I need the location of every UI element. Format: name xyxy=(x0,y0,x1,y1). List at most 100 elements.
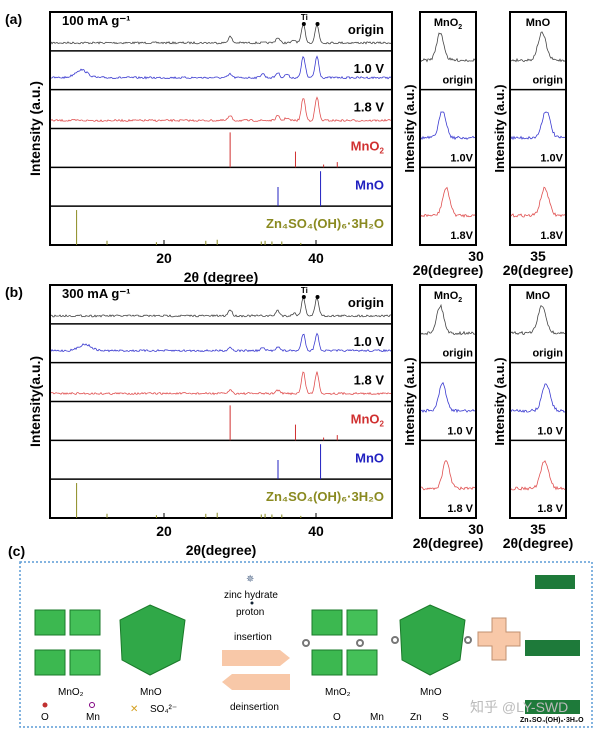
detail-trace-v10s xyxy=(420,111,476,141)
y-axis-label: Intensity(a.u.) xyxy=(27,356,43,447)
proton-icon xyxy=(250,601,254,605)
y-axis-label: Intensity (a.u.) xyxy=(27,81,43,176)
detail-trace-v18s xyxy=(420,186,476,218)
ref-label-mno: MnO xyxy=(355,177,384,192)
x-tick-label: 35 xyxy=(530,248,546,264)
ti-annotation: Ti xyxy=(301,286,308,295)
trace-v18 xyxy=(50,371,392,396)
ti-marker-icon xyxy=(301,295,306,299)
detail-frame xyxy=(419,11,477,246)
mno2-caption: MnO₂ xyxy=(58,687,84,698)
mno-caption-2: MnO xyxy=(420,687,442,698)
panel-a: (a) 100 mA g⁻¹ origin 1.0 V 1.8 V Ti MnO2 MnO Zn… xyxy=(5,11,573,285)
y-axis-label: Intensity (a.u.) xyxy=(492,84,507,172)
series-label-origin: origin xyxy=(348,22,384,37)
current-density-label: 100 mA g⁻¹ xyxy=(62,13,131,28)
ref-label-mno: MnO xyxy=(355,450,384,465)
detail-series-label: 1.8V xyxy=(540,230,563,242)
plus-icon xyxy=(477,617,521,661)
mno-crystal-left xyxy=(119,604,186,676)
legend-o: O xyxy=(41,712,49,723)
x-tick-label: 40 xyxy=(308,250,324,266)
x-axis-label: 2θ(degree) xyxy=(186,542,257,558)
panel-label: (b) xyxy=(5,284,23,300)
panel-c: (c) MnO₂ MnO O Mn ✕ SO₄²⁻ ✵ zinc hydrate… xyxy=(8,543,593,728)
detail-series-label: 1.8 V xyxy=(537,503,563,515)
ref-label-zn: Zn₄SO₄(OH)₆·3H₂O xyxy=(266,216,384,231)
x-axis-label: 2θ(degree) xyxy=(503,535,574,551)
y-axis-label: Intensity (a.u.) xyxy=(402,84,417,172)
detail-series-label: origin xyxy=(532,75,563,87)
detail-title: MnO2 xyxy=(434,17,462,31)
legend-mn: Mn xyxy=(86,712,100,723)
detail-trace-origin xyxy=(420,32,476,63)
x-axis-label: 2θ(degree) xyxy=(503,262,574,278)
mno2-crystal-left xyxy=(34,609,101,676)
y-axis-label: Intensity (a.u.) xyxy=(492,357,507,445)
detail-frame xyxy=(509,284,567,519)
deinsertion-label: deinsertion xyxy=(230,702,279,713)
proton-label: proton xyxy=(236,607,264,618)
detail-trace-origin xyxy=(510,31,566,63)
zinc-hydrate-icon: ✵ xyxy=(246,574,254,585)
trace-v10 xyxy=(50,55,392,80)
detail-frame xyxy=(509,11,567,246)
product-caption: Zn₄SO₄(OH)₆·3H₂O xyxy=(520,717,584,724)
detail-series-label: 1.0 V xyxy=(537,425,563,437)
legend-mn-2: Mn xyxy=(370,712,384,723)
detail-series-label: origin xyxy=(442,75,473,87)
legend-o-2: O xyxy=(333,712,341,723)
detail-title: MnO xyxy=(526,17,551,29)
detail-series-label: origin xyxy=(442,348,473,360)
ref-label-mno2: MnO2 xyxy=(351,412,385,429)
detail-trace-v10 xyxy=(510,383,566,414)
detail-trace-v18s xyxy=(510,186,566,218)
trace-v10 xyxy=(50,332,392,353)
mno-crystal-inserted xyxy=(391,604,472,676)
ti-annotation: Ti xyxy=(301,13,308,22)
x-axis-label: 2θ(degree) xyxy=(413,262,484,278)
detail-trace-origin xyxy=(510,304,566,336)
detail-trace-v18 xyxy=(420,460,476,491)
watermark: 知乎 @LY-SWD xyxy=(470,699,568,715)
o-atom-icon xyxy=(42,702,48,708)
legend-so4: SO₄²⁻ xyxy=(150,704,177,715)
so4-icon: ✕ xyxy=(130,704,138,715)
trace-origin xyxy=(50,24,392,45)
detail-series-label: 1.0V xyxy=(540,152,563,164)
deinsertion-arrow-icon xyxy=(222,674,290,690)
current-density-label: 300 mA g⁻¹ xyxy=(62,286,131,301)
mn-atom-icon xyxy=(89,702,95,708)
panel-label: (a) xyxy=(5,11,22,27)
detail-title: MnO2 xyxy=(434,290,462,304)
x-tick-label: 20 xyxy=(156,250,172,266)
series-label-v18: 1.8 V xyxy=(354,373,385,388)
detail-series-label: 1.8V xyxy=(450,230,473,242)
x-axis-label: 2θ(degree) xyxy=(413,535,484,551)
y-axis-label: Intensity (a.u.) xyxy=(402,357,417,445)
detail-trace-v18 xyxy=(510,460,566,491)
panel-c-label: (c) xyxy=(8,543,25,559)
insertion-arrow-icon xyxy=(222,650,290,666)
insertion-label: insertion xyxy=(234,632,272,643)
x-tick-label: 20 xyxy=(156,523,172,539)
x-tick-label: 40 xyxy=(308,523,324,539)
detail-series-label: 1.8 V xyxy=(447,503,473,515)
x-tick-label: 30 xyxy=(468,248,484,264)
series-label-v10: 1.0 V xyxy=(354,61,385,76)
series-label-v10: 1.0 V xyxy=(354,334,385,349)
detail-title: MnO xyxy=(526,290,551,302)
x-axis-label: 2θ (degree) xyxy=(184,269,258,285)
legend-s: S xyxy=(442,712,449,723)
detail-trace-v10s xyxy=(510,111,566,141)
mno-caption: MnO xyxy=(140,687,162,698)
legend-zn: Zn xyxy=(410,712,422,723)
zinc-hydrate-label: zinc hydrate xyxy=(224,590,278,601)
panel-b: (b) 300 mA g⁻¹ origin 1.0 V 1.8 V Ti MnO2 MnO Zn… xyxy=(5,284,573,558)
diagram-frame xyxy=(19,561,593,728)
trace-origin xyxy=(50,297,392,318)
detail-trace-v10 xyxy=(420,381,476,414)
detail-series-label: origin xyxy=(532,348,563,360)
x-tick-label: 35 xyxy=(530,521,546,537)
